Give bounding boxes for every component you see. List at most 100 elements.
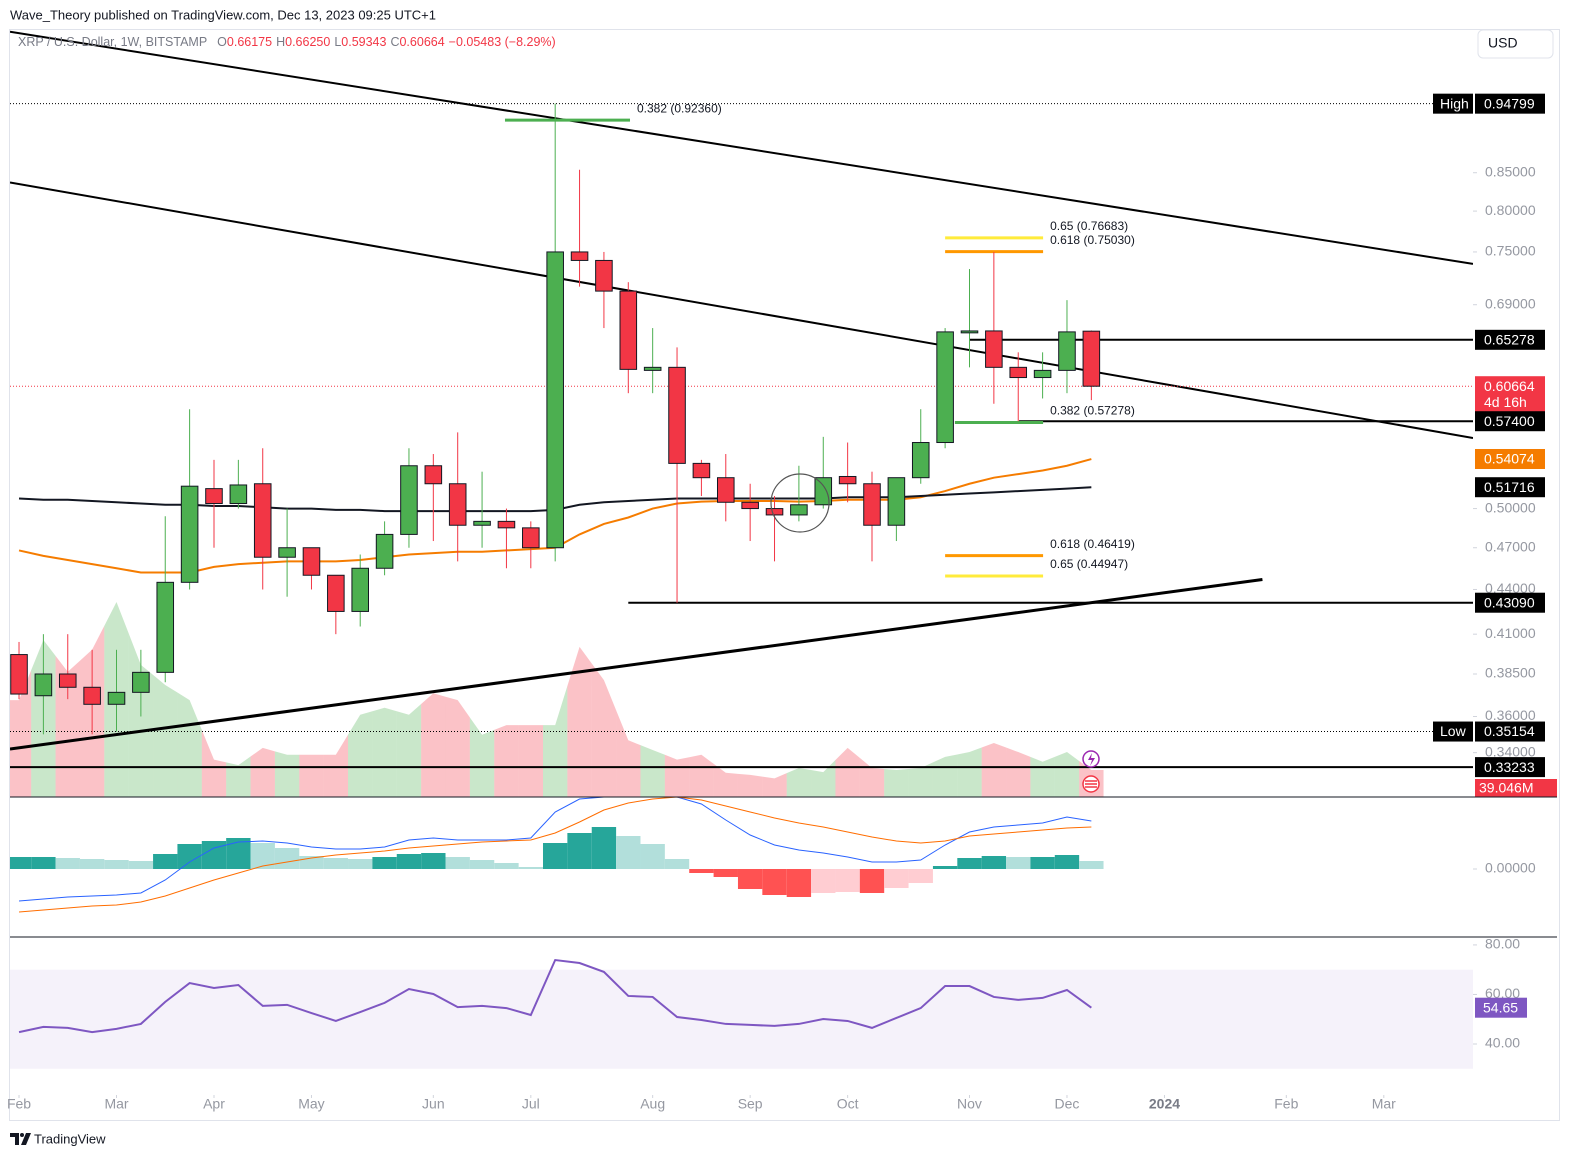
candle-body	[1058, 331, 1076, 371]
lightning	[1088, 753, 1095, 766]
macd-histogram-bar	[567, 833, 592, 869]
x-tick-label: Mar	[1372, 1096, 1396, 1112]
y-tick-label: 0.85000	[1485, 163, 1536, 179]
macd-panel	[10, 797, 1104, 913]
x-tick-label: Jun	[422, 1096, 445, 1112]
chart-frame	[9, 29, 1560, 1121]
macd-histogram-bar	[859, 869, 885, 893]
volume-area	[55, 655, 80, 797]
change: −0.05483 (−8.29%)	[449, 35, 556, 49]
volume-area	[299, 754, 324, 797]
volume-area	[786, 767, 812, 797]
macd-histogram-bar	[274, 848, 300, 869]
candle-body	[522, 527, 540, 549]
candle-body	[180, 485, 199, 583]
price-tag-label: 0.65278	[1484, 332, 1535, 348]
button-label[interactable]: USD	[1488, 35, 1518, 51]
candle-body	[887, 477, 906, 526]
volume-area	[494, 725, 519, 797]
candle-body	[643, 366, 662, 371]
x-tick-label: Aug	[640, 1096, 665, 1112]
candle-body	[838, 475, 857, 485]
volume-area	[859, 757, 885, 797]
publisher: Wave_Theory published on TradingView.com…	[10, 7, 436, 22]
x-tick-label: A	[1477, 1096, 1487, 1112]
macd-histogram-bar	[396, 854, 422, 869]
price-tag-label: 0.94799	[1484, 95, 1535, 111]
flag	[1085, 780, 1097, 788]
macd-histogram-bar	[1006, 857, 1031, 869]
candle-body	[790, 504, 808, 516]
volume-area	[762, 773, 787, 797]
currency-button[interactable]: USD	[1477, 29, 1554, 59]
macd-histogram-bar	[737, 869, 763, 889]
volume-area	[640, 745, 665, 797]
volume-area	[1006, 747, 1031, 797]
volume-area	[396, 703, 422, 797]
macd-histogram-bar	[713, 869, 738, 877]
brand-logo	[10, 1133, 31, 1145]
volume-area	[469, 717, 495, 797]
tag-title-box	[1433, 93, 1473, 114]
macd-histogram-bar	[640, 844, 665, 869]
rsi-tick-label: 60.00	[1485, 985, 1520, 1001]
volume-area	[1030, 756, 1055, 797]
x-tick-label: Dec	[1055, 1096, 1080, 1112]
volume-area	[737, 773, 763, 797]
y-tick-label: 0.41000	[1485, 625, 1536, 641]
rsi-tag-label: 54.65	[1483, 999, 1518, 1015]
x-tick-label: Nov	[957, 1096, 982, 1112]
rsi-tick-label: 80.00	[1485, 936, 1520, 952]
macd-histogram-bar	[55, 858, 80, 869]
volume-area	[10, 670, 32, 797]
macd-histogram-bar	[518, 867, 543, 869]
x-tick-label: Jul	[522, 1096, 540, 1112]
macd-histogram-bar	[10, 857, 32, 869]
price-tag-label: 0.54074	[1484, 451, 1535, 467]
macd-histogram-bar	[201, 841, 227, 869]
y-tick-label: 0.75000	[1485, 243, 1536, 259]
macd-histogram-bar	[908, 869, 933, 883]
macd-tick-label: 0.00000	[1485, 860, 1536, 876]
volume-area	[518, 725, 543, 797]
ohlc-value: 0.60664	[399, 35, 444, 49]
volume-area	[372, 707, 397, 797]
volume-area	[884, 768, 909, 797]
candle-body	[473, 520, 491, 526]
price-tag	[1475, 448, 1545, 469]
candle-body	[595, 259, 613, 292]
volume-area	[542, 685, 568, 797]
price-tag	[1475, 376, 1545, 413]
price-tag-label: 0.35154	[1484, 723, 1535, 739]
macd-histogram-bar	[811, 869, 836, 893]
x-tick-label: Mar	[104, 1096, 128, 1112]
price-axis: 0.85000 0.80000 0.75000 0.69000 0.50000 0.470…	[1433, 93, 1557, 1051]
ohlc-value: 0.59343	[341, 35, 386, 49]
candle-body	[58, 673, 77, 688]
candle-body	[716, 477, 735, 503]
fib-label: 0.618 (0.75030)	[1050, 233, 1135, 247]
trendline	[10, 30, 1473, 265]
x-tick-label: Feb	[7, 1096, 31, 1112]
fib-label: 0.65 (0.44947)	[1050, 557, 1128, 571]
button-frame[interactable]	[1477, 29, 1554, 59]
candle-body	[570, 251, 589, 261]
macd-line	[18, 797, 1092, 913]
price-tag	[1475, 411, 1545, 432]
volume-area	[957, 747, 982, 797]
y-tick-label: 0.34000	[1485, 743, 1536, 759]
ohlc-key: L	[334, 35, 341, 49]
ohlc-key: C	[390, 35, 399, 49]
candle-body	[302, 547, 321, 576]
x-axis: Feb Mar Apr May Jun Jul Aug Sep Oct Nov Dec 2024 Feb…	[7, 1095, 1487, 1112]
rsi-tag	[1475, 997, 1527, 1018]
ohlc-key: O	[217, 35, 227, 49]
volume-tag-label: 39.046M	[1479, 780, 1533, 796]
macd-histogram-bar	[372, 857, 397, 869]
volume-area	[713, 763, 738, 797]
macd-histogram-bar	[664, 859, 690, 869]
price-tag-label: 0.57400	[1484, 413, 1535, 429]
volume-area	[323, 734, 349, 797]
